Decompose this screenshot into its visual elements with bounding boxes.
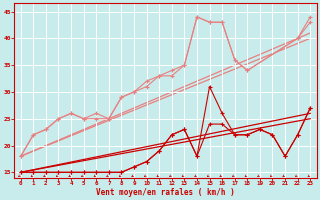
X-axis label: Vent moyen/en rafales ( km/h ): Vent moyen/en rafales ( km/h ) (96, 188, 235, 197)
